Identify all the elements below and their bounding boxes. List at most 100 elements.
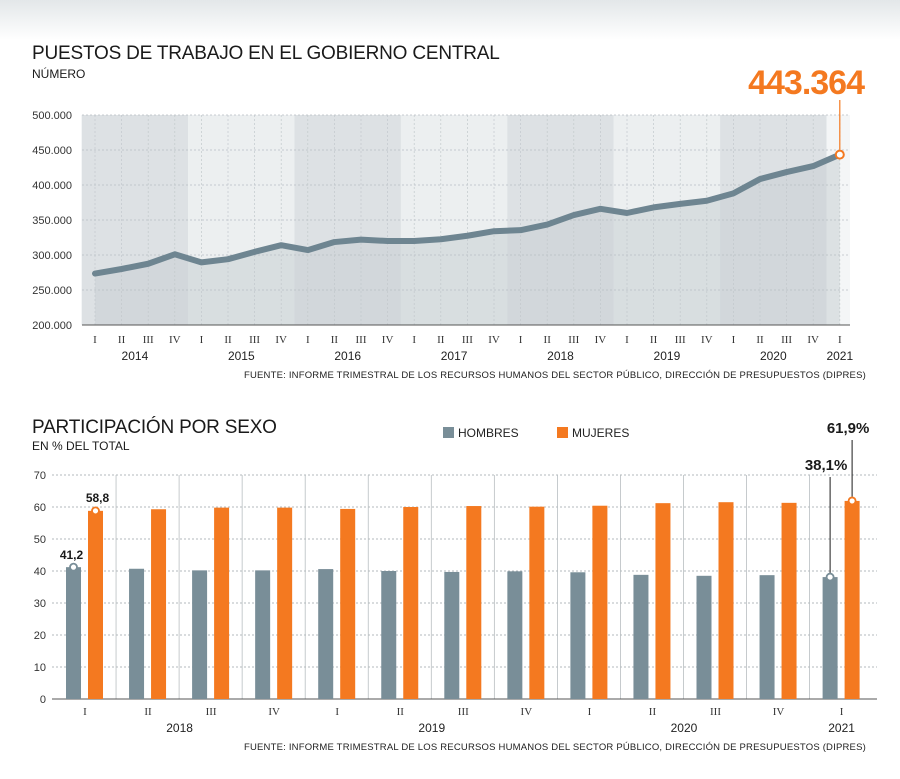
bar-hombres: [822, 577, 838, 699]
bar-hombres: [759, 575, 775, 699]
bar-hombres: [192, 570, 208, 699]
chart-empleo: PUESTOS DE TRABAJO EN EL GOBIERNO CENTRA…: [32, 43, 866, 381]
chart1-year-label: 2015: [228, 349, 255, 363]
bar-mujeres: [277, 507, 293, 699]
chart1-quarter-label: I: [93, 334, 97, 346]
chart1-highlight-point: [834, 149, 845, 160]
chart1-y-tick-label: 200.000: [32, 320, 72, 332]
chart2-year-label: 2018: [166, 721, 193, 735]
chart1-quarter-label: IV: [382, 334, 394, 346]
chart2-year-label: 2021: [828, 721, 855, 735]
chart1-quarter-label: III: [249, 334, 260, 346]
chart2-quarter-label: I: [840, 706, 844, 718]
chart1-quarter-label: I: [625, 334, 629, 346]
chart2-quarter-label: III: [458, 706, 469, 718]
chart1-year-label: 2016: [334, 349, 361, 363]
chart1-quarter-label: II: [331, 334, 339, 346]
chart2-bars: [66, 500, 860, 699]
bar-hombres: [129, 568, 145, 699]
chart2-y-tick-label: 20: [34, 630, 46, 642]
chart2-y-tick-label: 0: [40, 694, 46, 706]
bar-mujeres: [592, 505, 608, 699]
bar-mujeres: [529, 506, 545, 699]
chart2-label-last-hombres: 38,1%: [805, 457, 848, 474]
chart1-quarter-label: IV: [488, 334, 500, 346]
chart1-quarter-label: IV: [275, 334, 287, 346]
chart1-quarter-label: IV: [169, 334, 181, 346]
chart1-quarter-label: I: [838, 334, 842, 346]
chart1-quarter-label: I: [519, 334, 523, 346]
legend-label-mujeres: MUJERES: [572, 426, 629, 440]
chart1-year-label: 2014: [122, 349, 149, 363]
chart1-quarter-label: II: [544, 334, 552, 346]
chart2-grid: [52, 474, 877, 700]
chart1-y-tick-label: 300.000: [32, 250, 72, 262]
chart2-source: FUENTE: INFORME TRIMESTRAL DE LOS RECURS…: [244, 742, 866, 753]
chart1-quarter-label: I: [412, 334, 416, 346]
chart2-quarter-label: IV: [773, 706, 785, 718]
chart1-y-tick-label: 450.000: [32, 145, 72, 157]
chart1-quarter-label: III: [568, 334, 579, 346]
chart2-quarter-label: II: [397, 706, 405, 718]
chart1-quarter-label: I: [732, 334, 736, 346]
chart1-quarter-label: IV: [595, 334, 607, 346]
bar-mujeres: [88, 510, 103, 699]
chart2-marker-first-hombres: [69, 562, 78, 572]
chart1-quarter-label: III: [781, 334, 792, 346]
chart1-quarter-label: III: [675, 334, 686, 346]
bar-mujeres: [844, 500, 860, 699]
chart1-quarter-label: I: [306, 334, 310, 346]
bar-mujeres: [340, 508, 356, 699]
chart1-year-label: 2021: [826, 349, 853, 363]
legend: HOMBRES MUJERES: [443, 426, 629, 440]
chart1-subtitle: NÚMERO: [32, 66, 85, 81]
chart1-quarter-label: III: [143, 334, 154, 346]
chart1-quarter-label: III: [356, 334, 367, 346]
chart1-title: PUESTOS DE TRABAJO EN EL GOBIERNO CENTRA…: [32, 43, 500, 64]
header-gradient: [0, 0, 900, 40]
chart1-quarter-label: I: [200, 334, 204, 346]
chart2-year-label: 2019: [418, 721, 445, 735]
chart2-quarter-label: IV: [521, 706, 533, 718]
chart2-y-tick-label: 10: [34, 662, 46, 674]
chart2-y-tick-label: 30: [34, 598, 46, 610]
chart1-quarter-label: II: [756, 334, 764, 346]
chart2-data-labels: 41,2 58,8 38,1% 61,9%: [60, 420, 869, 582]
chart2-y-tick-label: 70: [34, 470, 46, 482]
chart2-marker-first-mujeres: [91, 506, 100, 516]
chart2-quarter-label: I: [335, 706, 339, 718]
chart1-quarter-label: IV: [701, 334, 713, 346]
chart2-subtitle: EN % DEL TOTAL: [32, 439, 130, 453]
chart1-x-axis: I II III IV I II III IV I II III IV I II III IV I II III IV…: [93, 334, 853, 363]
bar-mujeres: [718, 502, 734, 699]
chart1-highlight-value: 443.364: [748, 64, 865, 102]
bar-hombres: [381, 571, 397, 699]
chart1-y-tick-label: 400.000: [32, 180, 72, 192]
chart1-year-label: 2018: [547, 349, 574, 363]
legend-swatch-hombres: [443, 427, 454, 438]
chart2-marker-last-hombres: [825, 572, 835, 582]
bar-mujeres: [781, 502, 797, 699]
chart2-quarter-label: II: [144, 706, 152, 718]
chart1-line: [92, 100, 845, 277]
chart2-label-first-mujeres: 58,8: [86, 491, 110, 505]
chart2-y-tick-label: 60: [34, 502, 46, 514]
chart1-quarter-label: III: [462, 334, 473, 346]
chart1-quarter-label: IV: [807, 334, 819, 346]
chart1-source: FUENTE: INFORME TRIMESTRAL DE LOS RECURS…: [244, 370, 866, 381]
chart-sexo: PARTICIPACIÓN POR SEXO EN % DEL TOTAL HO…: [32, 416, 877, 753]
chart2-marker-last-mujeres: [847, 496, 857, 506]
chart2-quarter-label: III: [710, 706, 721, 718]
legend-label-hombres: HOMBRES: [458, 426, 519, 440]
bar-mujeres: [151, 509, 167, 699]
bar-hombres: [696, 575, 712, 699]
chart1-y-tick-label: 500.000: [32, 110, 72, 122]
chart1-quarter-label: II: [437, 334, 445, 346]
chart1-grid: [82, 114, 850, 326]
chart2-y-tick-label: 50: [34, 534, 46, 546]
chart1-year-label: 2019: [654, 349, 681, 363]
chart2-quarter-label: II: [649, 706, 657, 718]
